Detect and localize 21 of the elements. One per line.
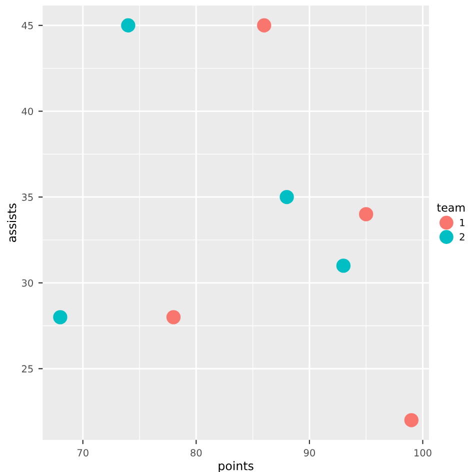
legend-label: 2 (460, 233, 464, 240)
legend-title: team (437, 204, 465, 212)
point (336, 258, 351, 273)
point (121, 18, 136, 32)
y-tick-label: 40 (22, 108, 33, 116)
point (166, 310, 181, 324)
y-axis-title: assists (7, 203, 16, 242)
point (53, 310, 68, 324)
point (404, 413, 419, 428)
point (257, 18, 272, 32)
legend-label: 1 (460, 219, 464, 226)
x-tick-label: 90 (304, 449, 315, 456)
point (359, 207, 374, 222)
y-tick-label: 45 (22, 22, 33, 30)
y-tick-label: 25 (22, 365, 33, 373)
point (280, 190, 294, 204)
x-tick-label: 70 (77, 449, 88, 456)
x-tick-label: 100 (414, 449, 432, 456)
y-tick-label: 30 (22, 279, 33, 287)
x-tick-label: 80 (190, 449, 202, 456)
y-tick-label: 35 (22, 194, 33, 201)
